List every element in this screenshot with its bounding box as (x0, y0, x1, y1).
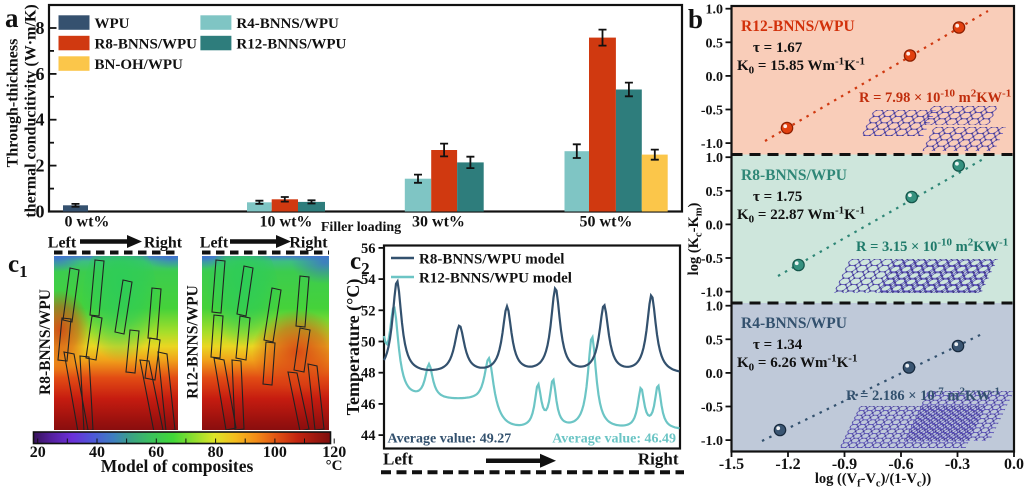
svg-text:thermal conducitivity (W·m/K): thermal conducitivity (W·m/K) (23, 4, 40, 217)
svg-text:τ = 1.67: τ = 1.67 (753, 40, 803, 56)
svg-text:-1.0: -1.0 (701, 434, 723, 449)
svg-text:30 wt%: 30 wt% (412, 214, 465, 231)
svg-text:τ = 1.34: τ = 1.34 (753, 337, 803, 353)
svg-text:54: 54 (361, 272, 376, 288)
svg-text:1.0: 1.0 (706, 300, 724, 315)
svg-text:-0.6: -0.6 (888, 456, 913, 473)
svg-text:-1.0: -1.0 (701, 286, 723, 301)
svg-text:log ((Vf-Vc)/(1-Vc)): log ((Vf-Vc)/(1-Vc)) (815, 471, 932, 488)
svg-text:R8-BNNS/WPU model: R8-BNNS/WPU model (419, 252, 564, 268)
svg-text:R8-BNNS/WPU: R8-BNNS/WPU (37, 289, 54, 395)
svg-text:R8-BNNS/WPU: R8-BNNS/WPU (741, 167, 847, 184)
svg-text:b: b (688, 4, 703, 34)
svg-text:τ = 1.75: τ = 1.75 (753, 189, 802, 205)
svg-text:0.0: 0.0 (706, 70, 724, 85)
svg-text:R12-BNNS/WPU model: R12-BNNS/WPU model (419, 271, 572, 287)
svg-text:0.0: 0.0 (1004, 456, 1024, 473)
svg-text:1.0: 1.0 (706, 3, 724, 18)
svg-text:0.5: 0.5 (706, 185, 724, 200)
svg-text:0.5: 0.5 (706, 333, 724, 348)
svg-text:0.5: 0.5 (706, 36, 724, 51)
svg-text:46: 46 (361, 397, 376, 413)
svg-text:-0.5: -0.5 (701, 252, 723, 267)
svg-text:°C: °C (326, 458, 343, 474)
svg-text:K0 = 22.87 Wm-1K-1: K0 = 22.87 Wm-1K-1 (737, 205, 865, 226)
svg-text:R = 2.186 × 10-7 m2KW-1: R = 2.186 × 10-7 m2KW-1 (846, 386, 1000, 405)
svg-text:50: 50 (361, 335, 376, 351)
svg-text:a: a (5, 3, 19, 33)
svg-text:120: 120 (322, 444, 346, 461)
svg-text:Right: Right (289, 235, 328, 252)
svg-text:0 wt%: 0 wt% (65, 214, 110, 231)
svg-text:R = 7.98 × 10-10 m2KW-1: R = 7.98 × 10-10 m2KW-1 (859, 88, 1011, 107)
svg-text:Left: Left (48, 235, 77, 252)
svg-text:100: 100 (263, 444, 287, 461)
svg-text:50 wt%: 50 wt% (580, 214, 633, 231)
svg-text:2: 2 (36, 156, 45, 176)
svg-text:80: 80 (208, 444, 224, 461)
svg-text:Left: Left (200, 235, 229, 252)
svg-text:Right: Right (638, 450, 679, 469)
svg-text:R = 3.15 × 10-10 m2KW-1: R = 3.15 × 10-10 m2KW-1 (856, 237, 1008, 256)
svg-text:-0.3: -0.3 (945, 456, 970, 473)
svg-text:-1.2: -1.2 (775, 456, 800, 473)
svg-text:K0 = 15.85 Wm-1K-1: K0 = 15.85 Wm-1K-1 (737, 56, 865, 77)
svg-text:Through-thickness: Through-thickness (5, 39, 22, 168)
svg-text:R4-BNNS/WPU: R4-BNNS/WPU (741, 315, 847, 332)
svg-text:20: 20 (30, 444, 46, 461)
svg-text:R12-BNNS/WPU: R12-BNNS/WPU (236, 36, 346, 52)
svg-text:60: 60 (148, 444, 164, 461)
svg-text:52: 52 (361, 303, 376, 319)
svg-text:R4-BNNS/WPU: R4-BNNS/WPU (236, 16, 339, 32)
svg-text:Model of composites: Model of composites (101, 456, 254, 476)
svg-text:Temperature (°C): Temperature (°C) (343, 279, 364, 416)
svg-text:-1.5: -1.5 (719, 456, 744, 473)
svg-text:0.0: 0.0 (706, 367, 724, 382)
svg-text:BN-OH/WPU: BN-OH/WPU (95, 57, 183, 73)
svg-text:log (Kc-Km): log (Kc-Km) (686, 203, 705, 276)
svg-text:6: 6 (36, 64, 45, 84)
svg-text:10 wt%: 10 wt% (260, 214, 313, 231)
svg-text:8: 8 (36, 18, 45, 38)
svg-text:40: 40 (89, 444, 105, 461)
svg-text:Right: Right (144, 235, 183, 252)
svg-text:44: 44 (361, 428, 376, 444)
svg-text:R12-BNNS/WPU: R12-BNNS/WPU (185, 285, 202, 399)
svg-text:Filler loading: Filler loading (321, 220, 401, 235)
svg-text:56: 56 (361, 241, 376, 257)
svg-text:1.0: 1.0 (706, 151, 724, 166)
svg-text:Average value: 46.49: Average value: 46.49 (552, 432, 676, 447)
svg-text:R12-BNNS/WPU: R12-BNNS/WPU (741, 18, 855, 35)
svg-text:-0.9: -0.9 (832, 456, 857, 473)
svg-text:0: 0 (36, 202, 45, 222)
svg-text:WPU: WPU (95, 16, 130, 32)
svg-text:-1.0: -1.0 (701, 137, 723, 152)
svg-text:Left: Left (383, 450, 414, 469)
svg-text:-0.5: -0.5 (701, 401, 723, 416)
svg-text:Average value: 49.27: Average value: 49.27 (388, 432, 512, 447)
svg-text:4: 4 (36, 110, 45, 130)
svg-text:R8-BNNS/WPU: R8-BNNS/WPU (95, 36, 198, 52)
svg-text:-0.5: -0.5 (701, 104, 723, 119)
svg-text:0.0: 0.0 (706, 218, 724, 233)
svg-text:48: 48 (361, 366, 376, 382)
svg-text:K0 = 6.26 Wm-1K-1: K0 = 6.26 Wm-1K-1 (737, 353, 857, 374)
